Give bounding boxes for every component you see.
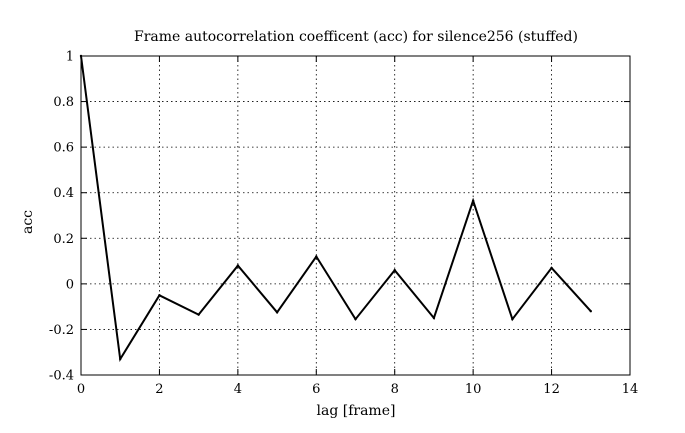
data-point — [354, 317, 357, 321]
y-tick-label: 0 — [66, 277, 74, 292]
data-point — [197, 313, 200, 316]
series-layer — [79, 54, 592, 363]
x-tick-label: 10 — [465, 382, 482, 397]
x-tick-label: 4 — [234, 382, 242, 397]
data-point — [236, 264, 240, 267]
chart-title: Frame autocorrelation coefficent (acc) f… — [134, 29, 578, 45]
y-tick-label: 0.6 — [53, 141, 74, 156]
y-tick-label: 0.4 — [53, 186, 74, 201]
x-tick-label: 14 — [622, 382, 639, 397]
y-tick-label: 0.2 — [53, 232, 74, 247]
data-point — [550, 266, 553, 270]
x-tick-label: 12 — [543, 382, 560, 397]
grid — [81, 56, 630, 375]
y-tick-label: 1 — [66, 50, 74, 65]
data-point — [589, 310, 592, 313]
data-point — [119, 357, 122, 361]
plot-frame — [80, 55, 631, 376]
data-point — [471, 199, 475, 202]
data-point — [275, 311, 279, 314]
series-line — [80, 55, 592, 363]
x-tick-label: 6 — [312, 382, 320, 397]
y-tick-label: -0.2 — [49, 323, 74, 338]
data-point — [393, 268, 396, 272]
x-tick-label: 8 — [391, 382, 399, 397]
x-tick-label: 2 — [155, 382, 163, 397]
data-point — [158, 294, 161, 297]
x-axis-label: lag [frame] — [317, 403, 396, 419]
axis-ticks: 0 2 4 6 8 10 12 14 -0.4 -0.2 0 0.2 0.4 0.6 0.8 1 — [49, 50, 638, 398]
y-axis-label: acc — [20, 210, 36, 234]
data-point — [511, 317, 514, 321]
data-point — [315, 255, 318, 258]
data-point — [79, 54, 83, 58]
data-point — [432, 316, 436, 320]
x-tick-label: 0 — [77, 382, 85, 397]
y-tick-label: 0.8 — [53, 95, 74, 110]
y-tick-label: -0.4 — [49, 369, 74, 384]
